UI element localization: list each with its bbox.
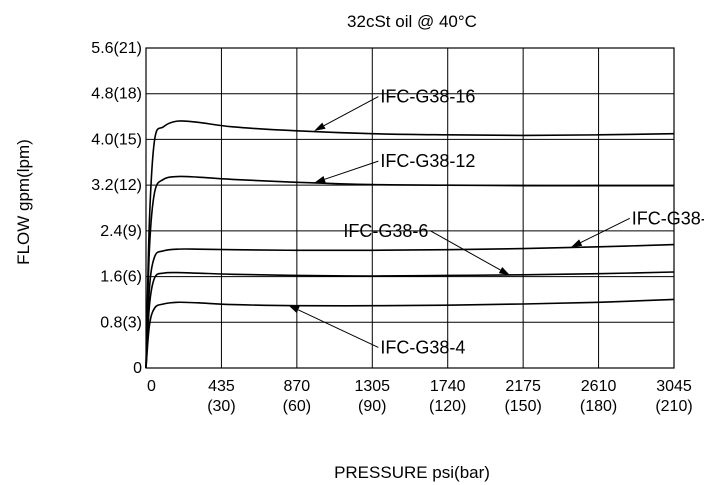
x-axis-ticks: 0 435 (30) 870 (60) 1305 (90) 1740 (120) 2175 (150… [147, 378, 693, 415]
y-tick-label: 2.4(9) [100, 223, 142, 240]
y-axis-title: FLOW gpm(lpm) [14, 139, 33, 265]
annotation-arrowhead-ifc-g38-12 [314, 176, 326, 183]
curve-label-ifc-g38-16: IFC-G38-16 [380, 87, 475, 107]
annotation-arrowhead-ifc-g38-4 [288, 305, 300, 313]
curve-label-ifc-g38-12: IFC-G38-12 [380, 151, 475, 171]
y-tick-label: 4.0(15) [91, 131, 142, 148]
annotation-leader-ifc-g38-6 [430, 230, 501, 271]
series-line-ifc-g38-16 [145, 120, 675, 369]
curve-label-ifc-g38-6: IFC-G38-6 [343, 221, 428, 241]
y-tick-label: 0 [133, 360, 142, 377]
x-tick-label: 1305 [354, 378, 390, 395]
annotation-leader-ifc-g38-12 [324, 160, 379, 180]
y-tick-label: 4.8(18) [91, 86, 142, 103]
x-tick-label: 435 [208, 378, 235, 395]
x-tick-label: 1740 [430, 378, 466, 395]
x-tick-label: 0 [147, 378, 156, 395]
annotation-leader-ifc-g38-4 [297, 309, 379, 348]
x-tick-sublabel: (150) [504, 398, 541, 415]
annotation-leader-ifc-g38-16 [323, 96, 379, 127]
annotation-leader-ifc-g38-8 [580, 217, 631, 244]
grid [146, 48, 674, 368]
series-line-ifc-g38-6 [145, 271, 675, 369]
y-tick-label: 5.6(21) [91, 40, 142, 57]
x-axis-title: PRESSURE psi(bar) [334, 463, 490, 482]
x-tick-label: 3045 [656, 378, 692, 395]
x-tick-label: 2610 [581, 378, 617, 395]
x-tick-sublabel: (90) [358, 398, 386, 415]
x-tick-sublabel: (30) [207, 398, 235, 415]
curve-label-ifc-g38-4: IFC-G38-4 [380, 337, 465, 357]
plot-frame [145, 47, 675, 369]
y-tick-label: 0.8(3) [100, 314, 142, 331]
x-tick-sublabel: (120) [429, 398, 466, 415]
annotation-arrowhead-ifc-g38-6 [498, 267, 511, 276]
series-line-ifc-g38-12 [145, 175, 674, 369]
annotation-arrowhead-ifc-g38-8 [570, 239, 583, 248]
y-tick-label: 1.6(6) [100, 269, 142, 286]
chart-title: 32cSt oil @ 40°C [347, 12, 477, 31]
y-axis-ticks: 0 0.8(3) 1.6(6) 2.4(9) 3.2(12) 4.0(15) 4.8(18)… [91, 40, 142, 377]
y-tick-label: 3.2(12) [91, 177, 142, 194]
curve-label-ifc-g38-8: IFC-G38-8 [632, 208, 704, 228]
series-line-ifc-g38-4 [145, 298, 675, 369]
annotation-arrowhead-ifc-g38-16 [314, 122, 326, 131]
series-lines [145, 120, 675, 369]
x-tick-label: 870 [284, 378, 311, 395]
x-tick-label: 2175 [505, 378, 541, 395]
x-tick-sublabel: (60) [283, 398, 311, 415]
curve-annotations: IFC-G38-16 IFC-G38-12 IFC-G38-8 IFC-G38-6 IF… [288, 87, 704, 357]
x-tick-sublabel: (180) [580, 398, 617, 415]
series-line-ifc-g38-8 [145, 243, 675, 369]
x-tick-sublabel: (210) [655, 398, 692, 415]
